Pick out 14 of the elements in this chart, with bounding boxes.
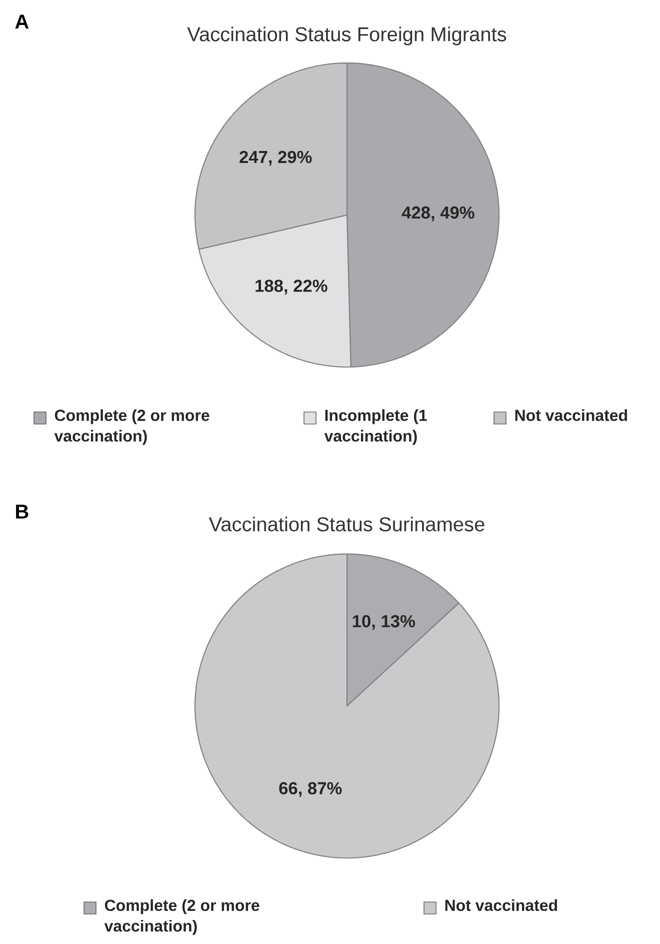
data-label: 10, 13% (352, 615, 415, 630)
data-label: 428, 49% (402, 206, 474, 222)
chart-title: Vaccination Status Foreign Migrants (187, 26, 506, 46)
text: B (16, 504, 28, 518)
data-label: 188, 22% (256, 280, 328, 294)
text: A (15, 14, 29, 28)
legend-label: Complete (2 or more vaccination) (54, 409, 210, 445)
chart-title: Vaccination Status Surinamese (208, 516, 484, 532)
legend-label: Not vaccinated (445, 899, 558, 912)
data-label: 247, 29% (240, 150, 312, 166)
legend-label: Complete (2 or more vaccination) (104, 899, 260, 935)
data-label: 66, 87% (279, 782, 342, 797)
legend-label: Incomplete (1 vaccination) (324, 409, 427, 445)
legend-label: Not vaccinated (515, 409, 628, 421)
